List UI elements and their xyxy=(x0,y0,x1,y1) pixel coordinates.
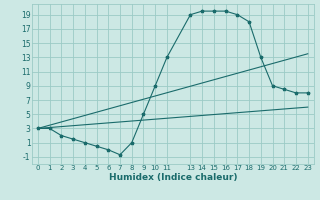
X-axis label: Humidex (Indice chaleur): Humidex (Indice chaleur) xyxy=(108,173,237,182)
